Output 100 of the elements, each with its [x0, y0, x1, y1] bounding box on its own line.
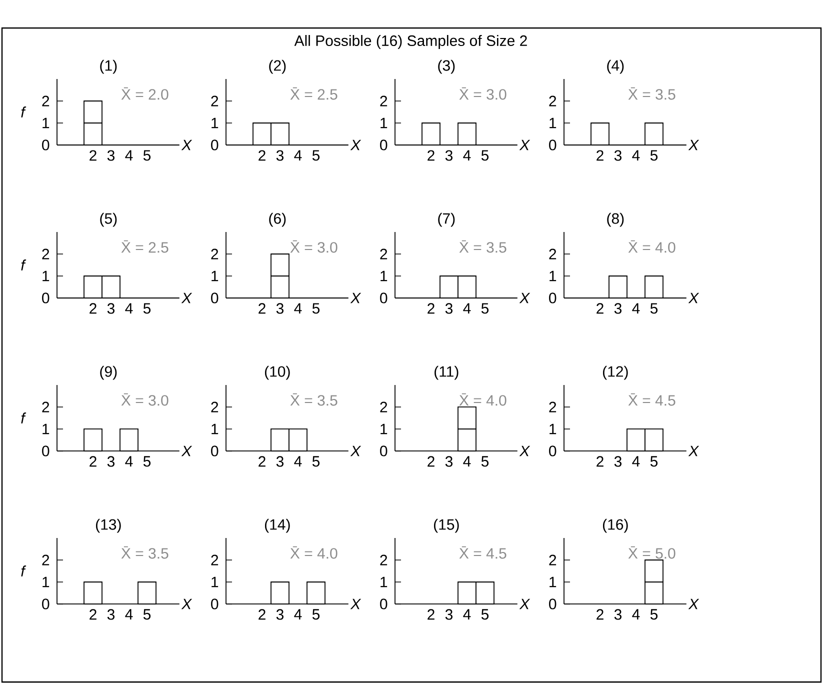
x-tick-label: 3 — [107, 609, 115, 620]
y-tick-label: 1 — [380, 118, 388, 128]
x-axis-title: X — [688, 598, 700, 610]
chart-title: (11) — [434, 366, 458, 380]
chart-title: (3) — [438, 60, 455, 74]
x-tick-label: 4 — [294, 303, 302, 314]
y-tick-label: 2 — [549, 554, 556, 566]
x-tick-label: 3 — [614, 456, 622, 467]
chart-title: (5) — [100, 212, 117, 227]
x-tick-label: 2 — [258, 150, 266, 161]
x-axis-title: X — [350, 140, 362, 150]
x-tick-label: 3 — [614, 303, 622, 314]
y-tick-label: 2 — [380, 248, 388, 260]
y-tick-label: 2 — [42, 96, 50, 106]
x-tick-label: 5 — [143, 150, 151, 161]
x-tick-label: 2 — [90, 303, 96, 314]
x-tick-label: 5 — [312, 150, 320, 161]
x-axis-title: X — [519, 292, 530, 304]
x-tick-label: 3 — [276, 303, 284, 314]
y-tick-label: 1 — [550, 424, 556, 434]
x-axis-title: X — [181, 140, 192, 150]
y-tick-label: 2 — [549, 96, 556, 106]
y-tick-label: 0 — [549, 446, 556, 456]
chart-title: (9) — [100, 366, 117, 380]
x-tick-label: 5 — [143, 456, 151, 467]
x-tick-label: 5 — [312, 303, 320, 314]
x-tick-label: 4 — [463, 456, 471, 467]
chart-title: (6) — [269, 212, 286, 227]
x-tick-label: 3 — [445, 456, 453, 467]
x-tick-label: 4 — [125, 150, 133, 161]
chart-title: (2) — [269, 60, 286, 74]
y-tick-label: 1 — [212, 270, 218, 282]
x-tick-label: 5 — [481, 609, 489, 620]
x-tick-label: 4 — [632, 303, 640, 314]
y-tick-label: 0 — [380, 598, 388, 610]
x-tick-label: 2 — [90, 609, 96, 620]
x-axis-title: X — [519, 598, 530, 610]
y-tick-label: 2 — [211, 248, 218, 260]
x-tick-label: 4 — [294, 150, 302, 161]
x-tick-label: 5 — [650, 609, 658, 620]
x-tick-label: 4 — [463, 609, 471, 620]
annotation: X̄ = 2.5 — [290, 87, 338, 100]
annotation: X̄ = 2.5 — [121, 240, 168, 253]
x-tick-label: 3 — [445, 609, 453, 620]
x-tick-label: 5 — [481, 150, 489, 161]
y-tick-label: 0 — [211, 140, 218, 150]
y-tick-label: 0 — [211, 292, 218, 304]
chart-title: (4) — [607, 60, 624, 74]
y-tick-label: 1 — [212, 424, 218, 434]
annotation: X̄ = 4.0 — [459, 393, 506, 406]
x-tick-label: 2 — [428, 456, 434, 467]
x-axis-title: X — [519, 140, 530, 150]
x-axis-title: X — [519, 446, 530, 456]
y-tick-label: 0 — [380, 446, 388, 456]
y-axis-title: f — [21, 260, 26, 270]
y-tick-label: 0 — [42, 598, 50, 610]
x-tick-label: 2 — [596, 303, 604, 314]
annotation: X̄ = 4.0 — [290, 546, 338, 559]
x-tick-label: 5 — [650, 303, 658, 314]
x-tick-label: 4 — [125, 303, 133, 314]
annotation: X̄ = 5.0 — [628, 546, 676, 559]
x-tick-label: 4 — [463, 303, 471, 314]
chart-title: (7) — [438, 212, 455, 227]
annotation: X̄ = 4.5 — [628, 393, 676, 406]
x-tick-label: 5 — [143, 303, 151, 314]
x-tick-label: 3 — [107, 303, 115, 314]
chart-title: (1) — [100, 60, 117, 74]
x-tick-label: 3 — [445, 303, 453, 314]
x-tick-label: 2 — [90, 456, 96, 467]
annotation: X̄ = 2.0 — [121, 87, 168, 100]
y-axis-title: f — [21, 106, 26, 118]
y-tick-label: 0 — [42, 292, 50, 304]
annotation: X̄ = 3.0 — [459, 87, 506, 100]
chart-title: (15) — [434, 518, 459, 533]
y-tick-label: 2 — [211, 96, 218, 106]
y-tick-label: 2 — [42, 248, 50, 260]
y-tick-label: 1 — [42, 118, 50, 128]
x-tick-label: 3 — [614, 150, 622, 161]
annotation: X̄ = 3.0 — [121, 393, 168, 406]
x-tick-label: 4 — [125, 609, 133, 620]
text: All Possible (16) Samples of Size 2 — [294, 35, 527, 49]
x-tick-label: 2 — [258, 609, 266, 620]
x-tick-label: 5 — [650, 456, 658, 467]
y-tick-label: 2 — [380, 554, 388, 566]
chart-title: (14) — [265, 518, 290, 533]
y-tick-label: 1 — [42, 270, 50, 282]
x-tick-label: 4 — [632, 609, 640, 620]
chart-title: (8) — [607, 212, 624, 227]
x-tick-label: 4 — [125, 456, 133, 467]
x-axis-title: X — [181, 446, 192, 456]
x-tick-label: 2 — [90, 150, 96, 161]
x-axis-title: X — [181, 292, 192, 304]
y-tick-label: 2 — [549, 248, 556, 260]
y-tick-label: 1 — [550, 270, 556, 282]
y-tick-label: 2 — [42, 554, 50, 566]
y-tick-label: 1 — [380, 424, 388, 434]
chart-title: (13) — [96, 518, 121, 533]
x-tick-label: 4 — [632, 456, 640, 467]
x-axis-title: X — [350, 292, 362, 304]
chart-title: (10) — [265, 366, 290, 380]
